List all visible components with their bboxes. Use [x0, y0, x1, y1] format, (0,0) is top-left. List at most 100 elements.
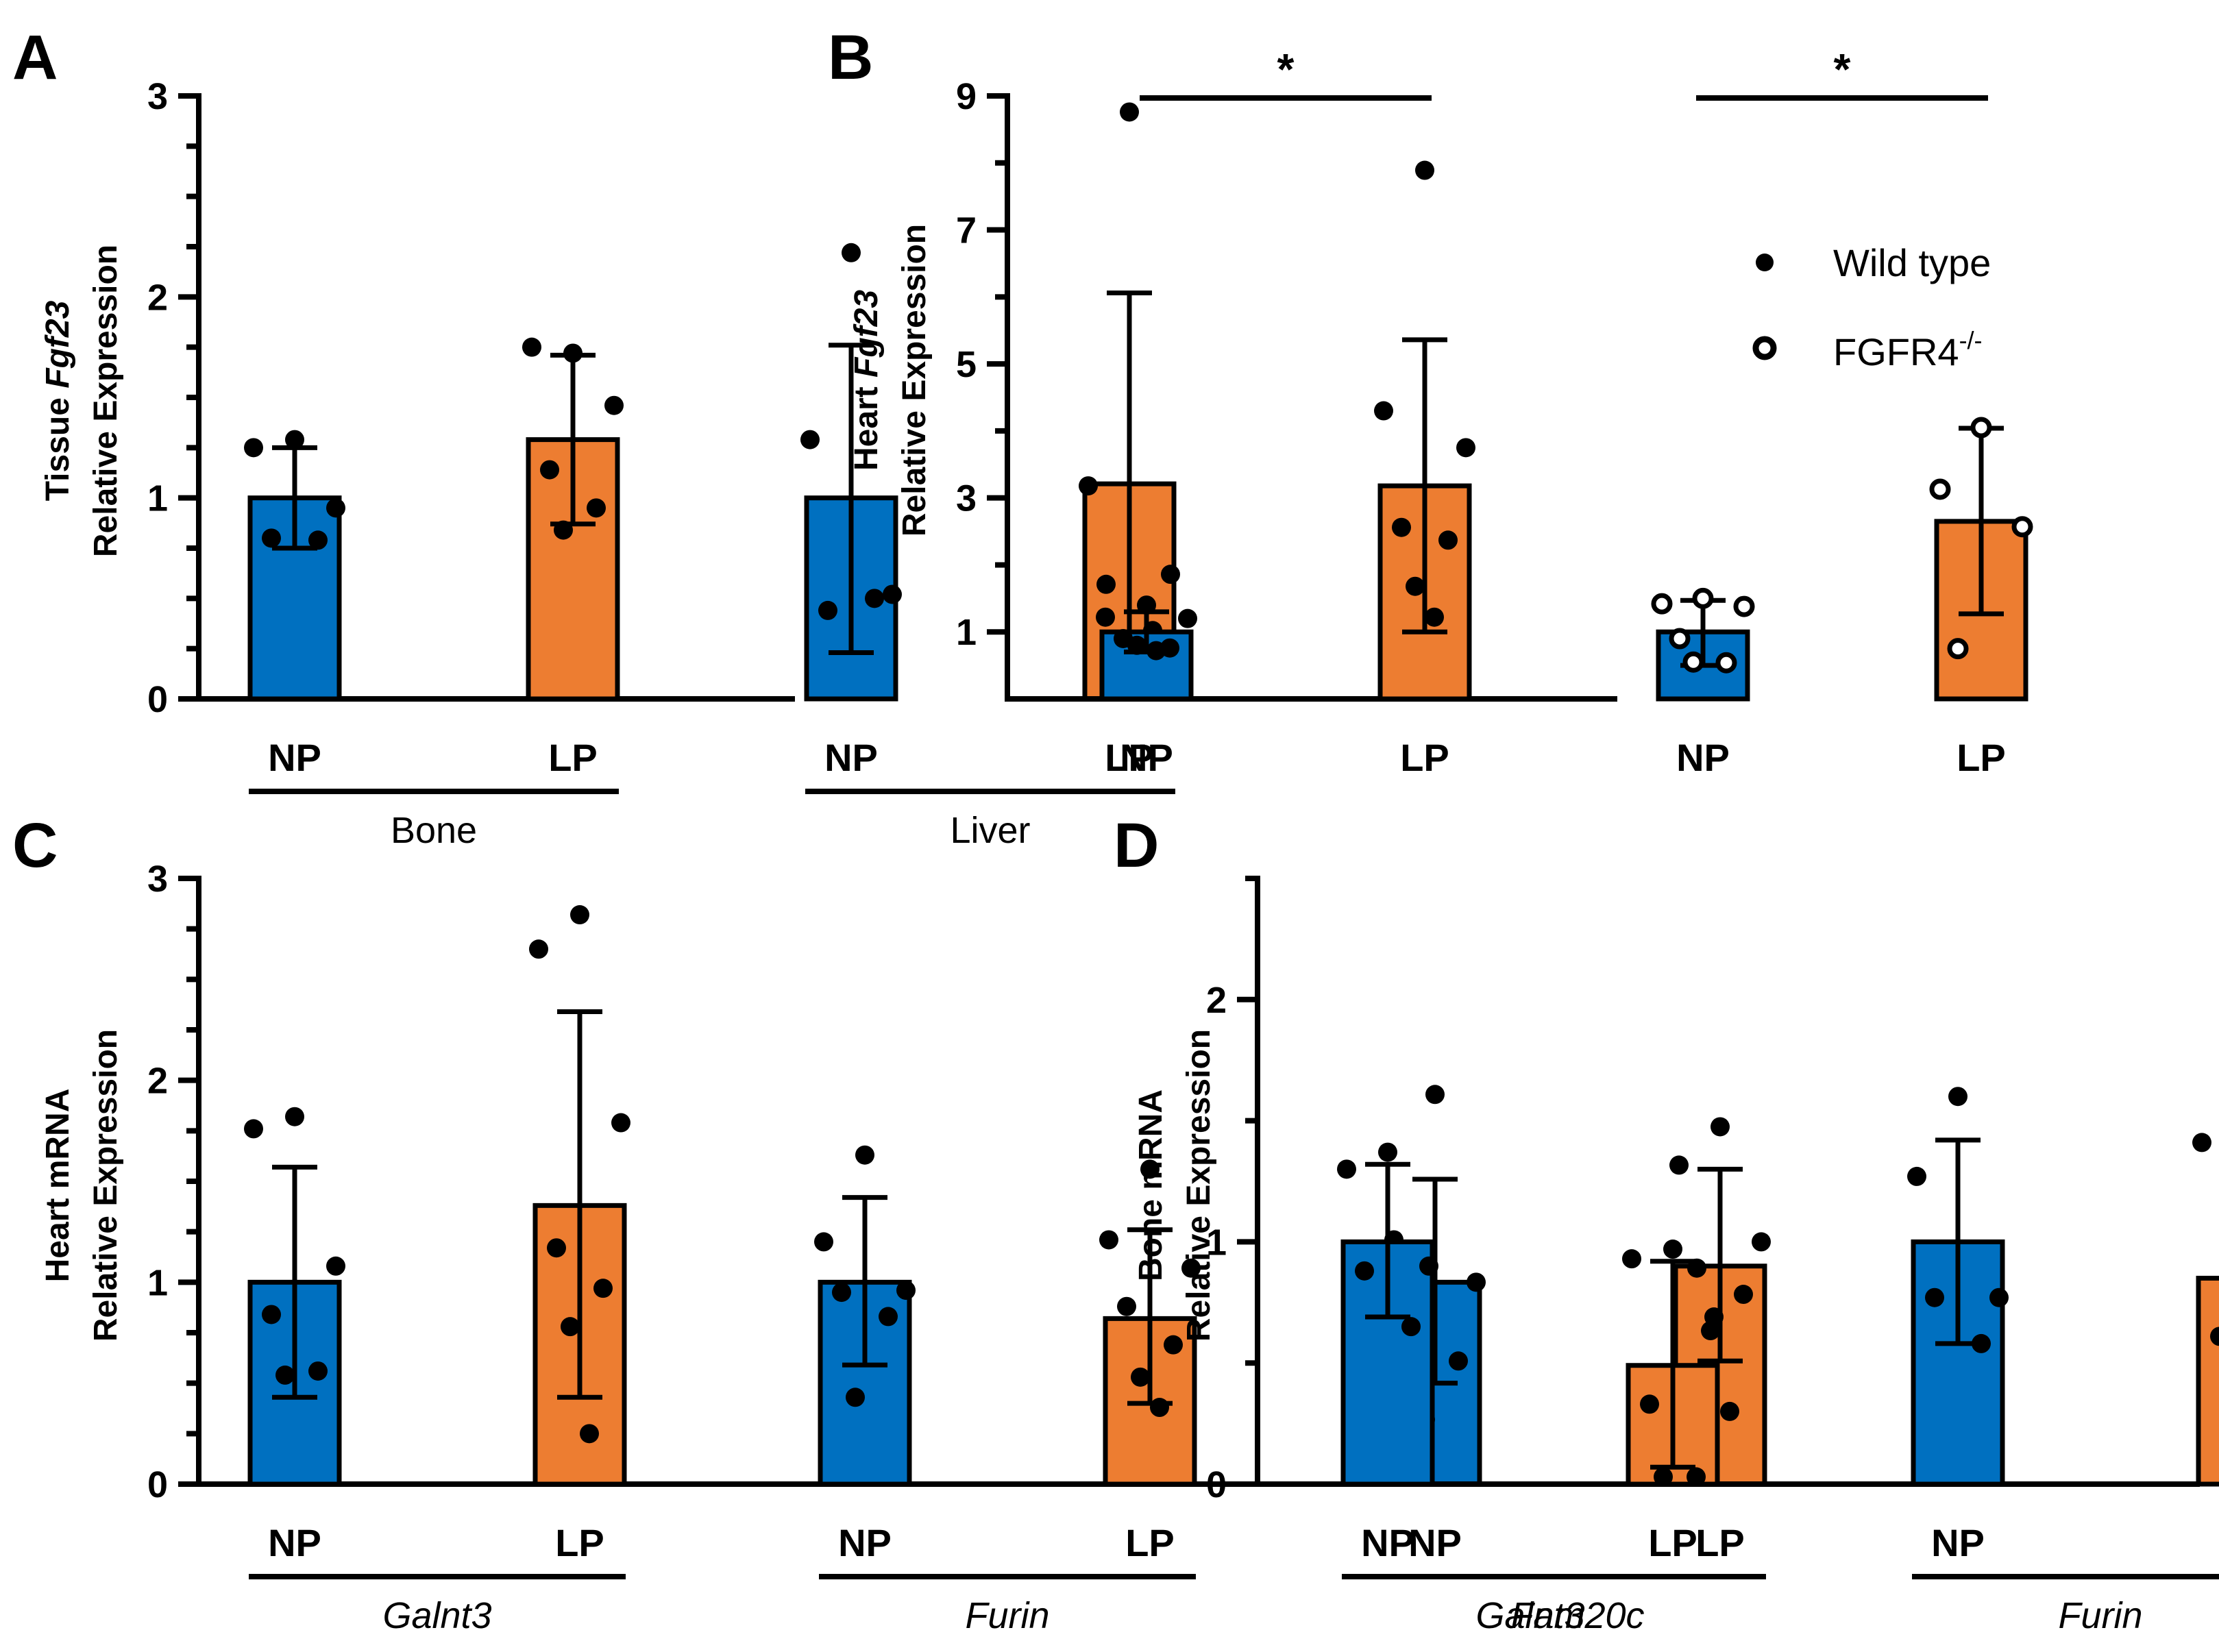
y-tick-label: 1: [956, 612, 977, 653]
y-tick-label: 2: [147, 1061, 168, 1102]
x-category-label: NP: [1361, 1521, 1414, 1564]
data-point: [832, 1283, 851, 1303]
data-point: [1425, 1085, 1445, 1105]
data-point: [1654, 1467, 1673, 1487]
data-point: [563, 343, 583, 363]
group-label: Bone: [391, 810, 477, 851]
data-point: [593, 1279, 613, 1298]
data-point: [1438, 530, 1458, 550]
data-point: [1406, 576, 1425, 596]
data-point: [1392, 517, 1411, 537]
data-point: [275, 1365, 295, 1385]
x-category-label: NP: [1931, 1521, 1985, 1564]
y-axis-title: Heart mRNA: [40, 1089, 76, 1283]
panel-label: B: [828, 23, 873, 93]
y-axis-title-line1: Heart: [848, 378, 885, 471]
data-point: [896, 1281, 916, 1300]
x-category-label: NP: [1120, 736, 1173, 779]
plot-area: 012NPLPNPLPNPLPGalnt3FurinFam20c: [1206, 876, 2219, 1636]
x-category-label: LP: [1400, 736, 1449, 779]
x-category-label: NP: [824, 736, 878, 779]
panel-label: D: [1114, 811, 1159, 880]
x-category-label: LP: [1648, 1521, 1697, 1564]
x-category-label: NP: [1408, 1521, 1462, 1564]
data-point: [1948, 1087, 1967, 1107]
data-point: [1120, 102, 1139, 122]
x-category-label: LP: [1957, 736, 2006, 779]
y-tick-label: 1: [147, 478, 168, 519]
data-point: [2011, 516, 2033, 538]
data-point: [1337, 1159, 1356, 1179]
data-point: [1378, 1142, 1397, 1162]
data-point: [1147, 641, 1166, 661]
y-tick-label: 1: [147, 1262, 168, 1303]
x-category-label: NP: [268, 736, 321, 779]
y-axis-title-gene: Fgf23: [40, 300, 76, 388]
data-point: [604, 395, 624, 415]
data-point: [1415, 160, 1434, 180]
data-point: [1663, 1240, 1682, 1259]
legend-wild-type-marker: [1756, 254, 1774, 271]
y-tick-label: 1: [1206, 1222, 1227, 1263]
data-point: [285, 1107, 304, 1126]
data-point: [1925, 1287, 1944, 1307]
data-point: [308, 1361, 328, 1381]
legend-fgfr4-label: FGFR4-/-: [1833, 326, 1983, 373]
data-point: [879, 1307, 898, 1327]
y-tick-label: 0: [147, 679, 168, 720]
data-point: [1425, 607, 1444, 627]
panel-d: D Bone mRNA Relative Expression 0 1 2 NP LP N…: [1114, 811, 2219, 1636]
data-point: [2192, 1133, 2211, 1152]
data-point: [1467, 1272, 1486, 1292]
y-tick-label: 2: [147, 277, 168, 318]
data-point: [285, 430, 304, 449]
data-point: [1178, 608, 1197, 628]
x-category-label: NP: [268, 1521, 321, 1564]
data-point: [846, 1388, 865, 1407]
data-point: [1137, 595, 1156, 615]
panel-a: A Tissue Fgf23 Relative Expression 0 1 2 3 N…: [12, 23, 1180, 851]
data-point: [1711, 1117, 1730, 1137]
y-axis-title-line2: Relative Expression: [1181, 1029, 1217, 1342]
data-point: [1096, 574, 1116, 594]
x-category-label: NP: [1676, 736, 1730, 779]
y-tick-label: 3: [956, 478, 977, 519]
y-tick-label: 3: [147, 76, 168, 117]
x-category-label: LP: [1105, 736, 1154, 779]
data-point: [855, 1145, 874, 1165]
data-point: [308, 530, 328, 550]
data-point: [1669, 628, 1691, 650]
data-point: [547, 1238, 566, 1258]
data-point: [1456, 438, 1475, 458]
legend-wild-type-label: Wild type: [1833, 241, 1991, 284]
data-point: [262, 1305, 281, 1324]
legend-fgfr4-marker: [1752, 336, 1777, 360]
y-axis-title: Heart Fgf23: [848, 290, 885, 471]
data-point: [244, 1119, 263, 1139]
data-point: [865, 589, 884, 608]
data-point: [1640, 1394, 1659, 1414]
y-tick-label: 3: [147, 859, 168, 900]
y-axis-title-line2: Relative Expression: [896, 224, 933, 537]
y-tick-label: 7: [956, 210, 977, 251]
data-point: [1734, 1285, 1753, 1305]
panel-label: A: [12, 23, 58, 93]
significance-label: *: [1834, 45, 1851, 94]
data-point: [570, 905, 589, 925]
data-point: [800, 430, 820, 449]
y-tick-label: 0: [147, 1464, 168, 1505]
data-point: [818, 600, 837, 620]
data-point: [554, 520, 573, 540]
data-point: [1972, 1333, 1991, 1353]
y-axis-title: Tissue Fgf23: [40, 300, 76, 501]
panel-b: B Heart Fgf23 Relative Expression 1 3 5 7 9 N…: [828, 23, 2033, 779]
data-point: [1181, 1258, 1201, 1278]
data-point: [842, 243, 861, 262]
data-point: [262, 528, 281, 548]
data-point: [1970, 417, 1992, 439]
group-label: Galnt3: [1475, 1595, 1584, 1636]
group-label: Furin: [965, 1595, 1049, 1636]
y-axis-title-line1: Tissue: [40, 389, 76, 502]
